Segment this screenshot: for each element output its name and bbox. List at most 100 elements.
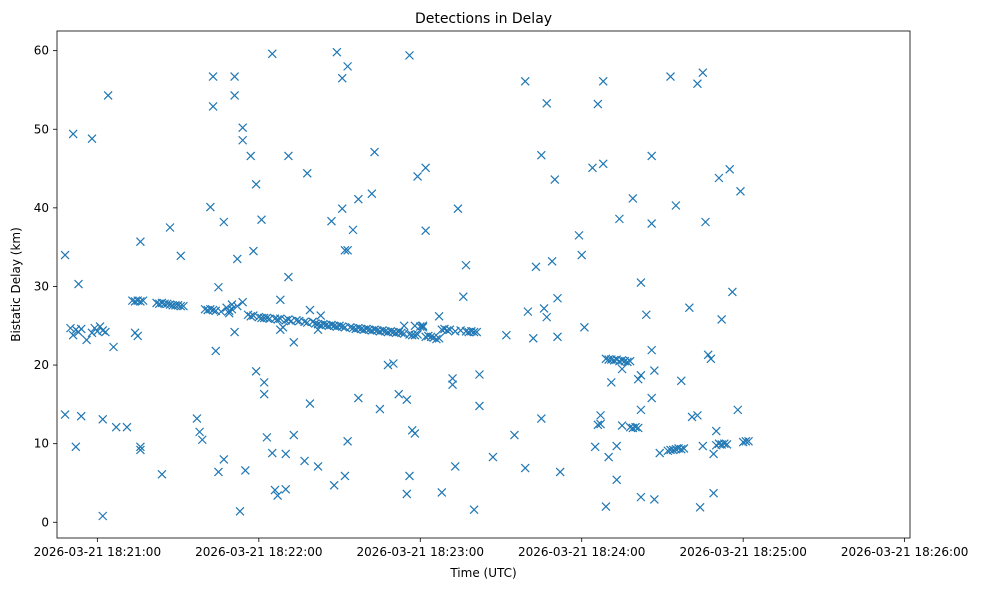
data-point [135,296,145,306]
data-point [617,421,627,431]
plot-area-frame [56,30,911,539]
data-point [510,430,519,440]
data-point [135,442,145,452]
data-point [636,370,646,380]
data-point [214,282,223,292]
data-point [577,250,587,260]
data-point [402,489,412,499]
data-point [353,323,363,333]
data-point [402,395,412,405]
y-axis-ticks: 0 10 20 30 40 50 60 [34,44,57,529]
data-point [362,324,371,334]
data-point [727,287,737,297]
data-point [555,467,565,477]
y-tick-label: 20 [34,358,49,372]
data-point [289,337,299,347]
data-point [60,410,70,420]
data-point [579,322,589,332]
data-point [283,151,293,161]
data-point [410,429,420,438]
data-point [337,322,347,331]
data-point [281,449,291,459]
data-point [192,414,202,423]
data-point [676,444,686,454]
data-point [442,326,452,335]
data-point [469,327,479,337]
data-point [135,445,145,455]
data-point [249,246,258,256]
data-point [604,452,614,462]
data-point [415,322,425,331]
x-tick-label: 2026-03-21 18:24:00 [518,545,645,559]
data-point [386,326,396,336]
data-point [345,322,355,332]
data-point [469,505,479,515]
data-point [711,426,721,436]
data-point [445,325,455,335]
data-point [157,469,167,479]
data-point [267,49,277,59]
data-point [348,225,358,235]
data-point [367,189,377,199]
data-point [219,454,229,464]
data-point [98,326,108,335]
data-point [596,410,605,420]
data-point [305,305,315,315]
data-point [649,366,659,375]
data-point [722,440,732,449]
data-point [633,374,643,384]
y-tick-label: 60 [34,44,49,58]
data-point [647,151,657,161]
data-point [684,303,694,313]
data-point [413,329,422,339]
data-point [472,327,482,337]
data-point [601,502,611,511]
data-point [744,436,753,446]
x-tick-label: 2026-03-21 18:25:00 [679,545,806,559]
data-point [520,463,530,473]
data-point [232,301,242,311]
data-point [434,333,444,343]
data-point [76,411,86,421]
data-point [431,334,441,344]
data-point [598,159,608,169]
data-point [109,342,118,352]
data-point [631,422,640,432]
data-point [340,245,350,255]
x-tick-label: 2026-03-21 18:26:00 [841,545,968,559]
data-point [421,163,431,173]
data-point [227,304,237,314]
data-point [224,308,234,318]
data-point [275,295,285,305]
data-point [211,346,221,356]
data-point [701,217,710,227]
data-point [300,317,309,327]
data-point [542,312,552,322]
data-point [98,414,108,424]
data-point [289,430,299,440]
data-point [676,376,686,386]
data-point [501,330,511,340]
data-point [655,448,665,458]
data-point [703,350,713,360]
data-point [270,485,280,495]
data-point [590,442,600,452]
data-point [240,465,250,475]
data-point [327,320,336,330]
data-point [273,491,283,500]
data-point [399,321,409,331]
data-point [647,219,657,229]
data-point [695,502,705,512]
data-point [278,322,288,332]
data-point [305,399,315,409]
data-point [302,168,312,178]
data-point [179,301,188,311]
data-point [536,414,546,423]
data-point [719,439,729,449]
data-point [553,332,562,342]
y-axis-label: Bistatic Delay (km) [9,227,23,342]
x-axis-label: Time (UTC) [449,566,516,580]
data-point [238,123,248,133]
data-point [283,272,293,282]
data-point [208,102,218,111]
